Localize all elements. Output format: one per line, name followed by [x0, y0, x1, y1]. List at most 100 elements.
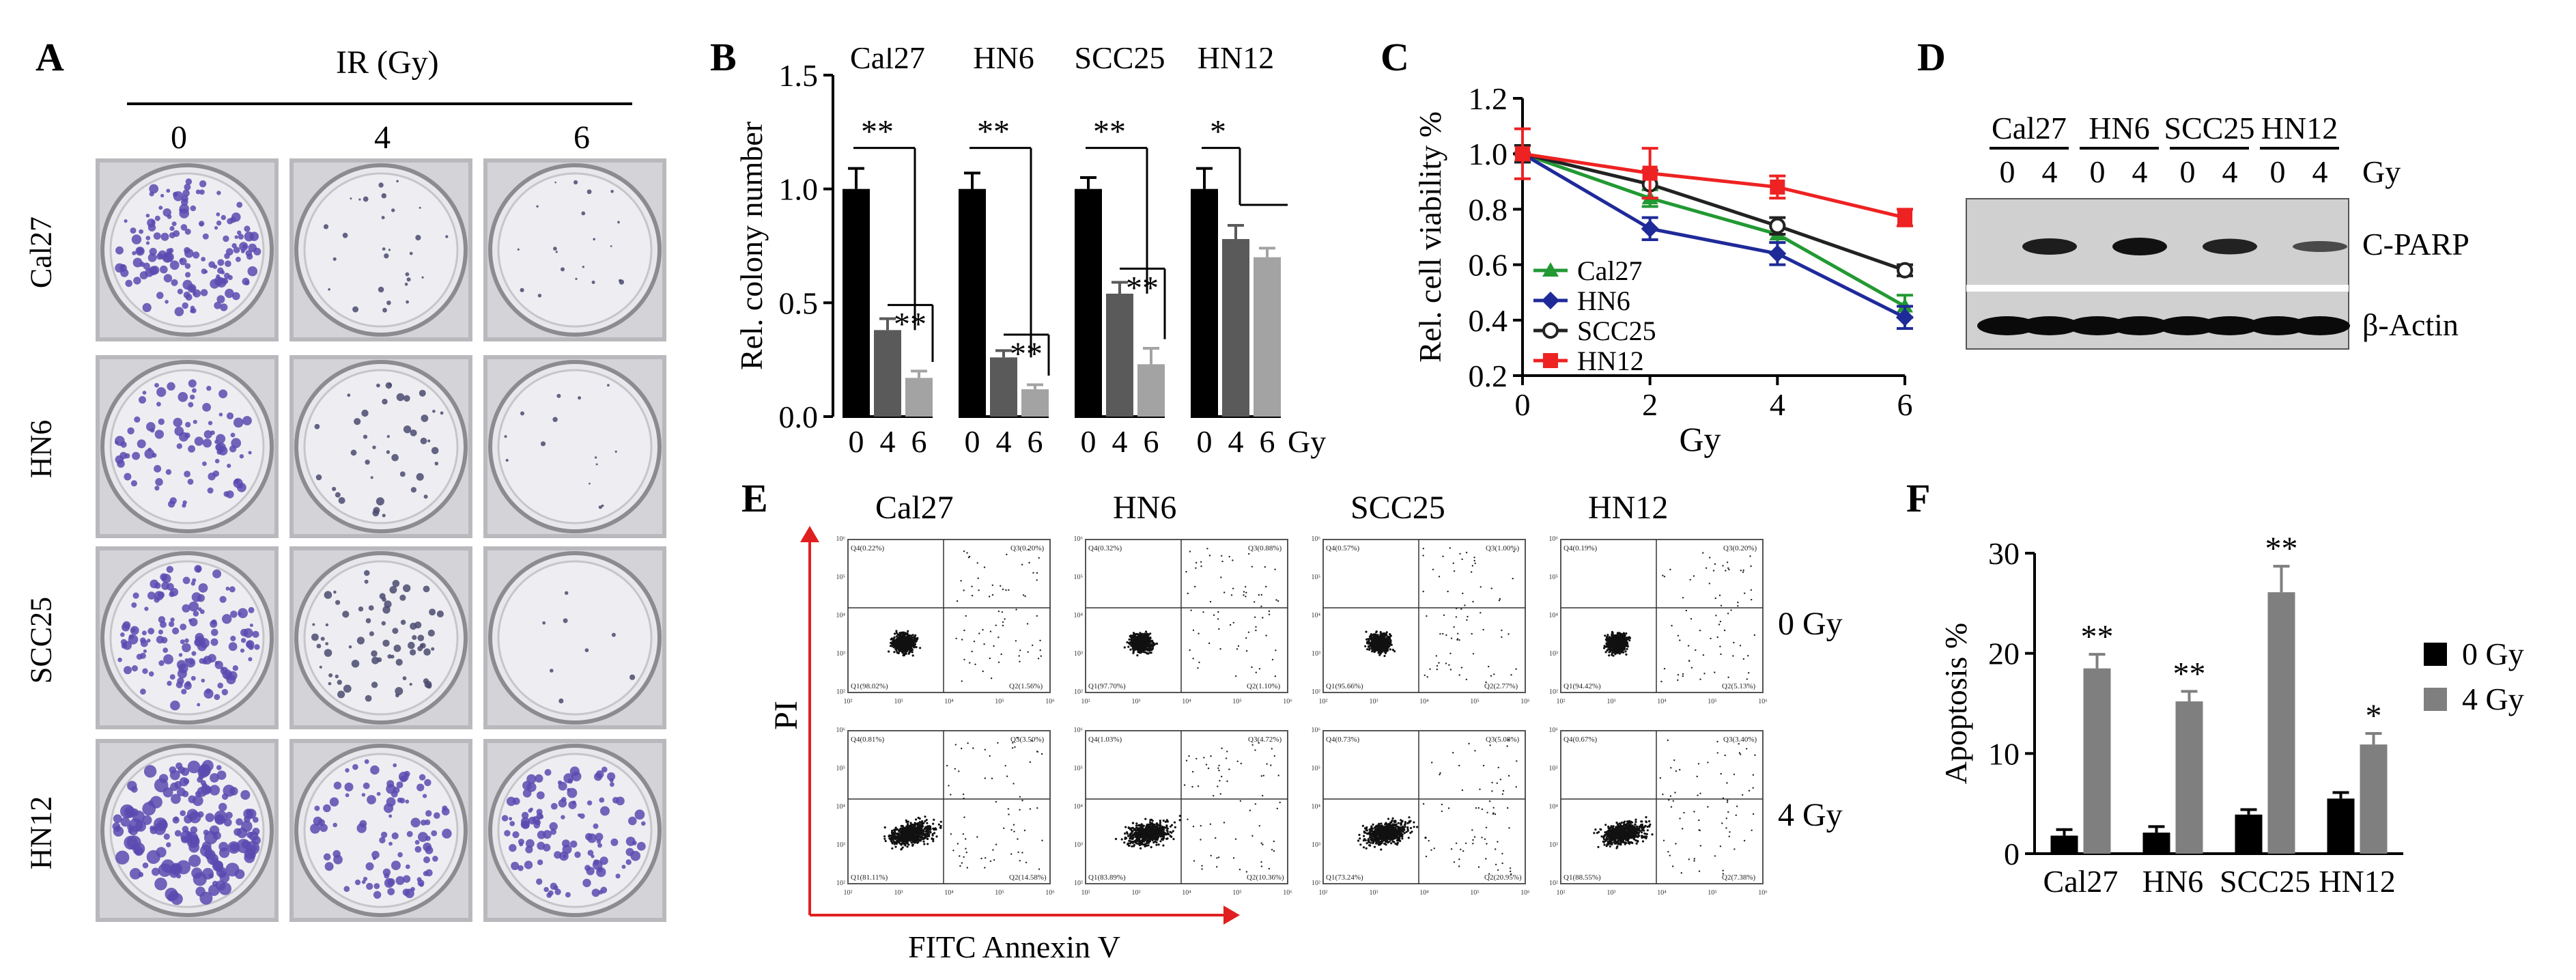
plate-dish-inner	[497, 172, 653, 328]
event-dot	[978, 589, 980, 591]
colony-dot	[397, 797, 403, 803]
event-dot	[919, 647, 922, 649]
event-dot	[1389, 639, 1392, 642]
event-dot	[888, 837, 891, 840]
colony-dot	[243, 628, 253, 639]
event-dot	[1017, 838, 1019, 840]
event-dot	[1621, 649, 1624, 652]
event-dot	[1393, 650, 1396, 653]
colony-dot	[536, 809, 543, 815]
event-dot	[1682, 675, 1684, 677]
event-dot	[907, 630, 909, 632]
colony-dot	[171, 221, 177, 227]
event-dot	[903, 649, 906, 652]
event-dot	[933, 832, 936, 835]
colony-dot	[239, 454, 244, 459]
colony-dot	[381, 216, 385, 220]
event-dot	[1371, 641, 1374, 644]
colony-dot	[596, 867, 606, 878]
event-dot	[1038, 557, 1040, 559]
colony-dot	[393, 644, 401, 652]
event-dot	[891, 842, 894, 845]
event-dot	[1190, 609, 1192, 611]
significance-mark: **	[977, 114, 1010, 150]
colony-dot	[143, 765, 157, 778]
colony-dot	[324, 649, 332, 657]
quadrant-label-q1: Q1(97.70%)	[1088, 682, 1126, 690]
colony-dot	[350, 449, 357, 456]
event-dot	[1688, 660, 1690, 662]
event-dot	[1742, 571, 1744, 573]
colony-dot	[402, 888, 410, 896]
colony-dot	[158, 660, 165, 667]
event-dot	[932, 827, 935, 830]
event-dot	[1389, 633, 1391, 636]
event-dot	[1611, 652, 1613, 654]
event-dot	[969, 662, 971, 664]
colony-dot	[201, 257, 206, 262]
event-dot	[1139, 636, 1142, 639]
event-dot	[888, 650, 890, 653]
event-dot	[971, 650, 973, 653]
y-tick-label: 1.0	[1469, 137, 1508, 171]
event-dot	[920, 821, 922, 824]
event-dot	[1449, 652, 1452, 654]
colony-dot	[641, 821, 646, 826]
colony-dot	[528, 809, 533, 813]
colony-dot	[442, 828, 452, 839]
colony-dot	[154, 382, 159, 388]
x-tick-label: 2	[1642, 387, 1658, 422]
event-dot	[1232, 621, 1234, 624]
blot-dose-label: 4	[2042, 154, 2058, 189]
colony-dot	[202, 867, 214, 880]
event-dot	[1202, 611, 1204, 613]
event-dot	[1747, 655, 1749, 657]
colony-dot	[417, 634, 425, 641]
event-dot	[1277, 600, 1279, 602]
event-dot	[1455, 607, 1458, 610]
event-dot	[1424, 674, 1426, 676]
event-dot	[948, 785, 950, 787]
colony-dot	[248, 451, 252, 455]
colony-dot	[440, 411, 444, 415]
x-tick-label: 10⁴	[1182, 698, 1191, 705]
event-dot	[931, 834, 934, 837]
colony-dot	[175, 681, 183, 688]
event-dot	[1027, 651, 1029, 653]
event-dot	[1026, 623, 1029, 625]
event-dot	[1426, 676, 1428, 678]
event-dot	[926, 833, 929, 836]
event-dot	[1370, 633, 1373, 636]
colony-dot	[241, 820, 253, 832]
colony-dot	[160, 232, 169, 241]
colony-dot	[550, 802, 558, 810]
colony-dot	[371, 656, 380, 664]
event-dot	[907, 839, 909, 841]
colony-dot	[133, 277, 141, 285]
event-dot	[1480, 612, 1482, 614]
colony-dot	[598, 890, 604, 895]
event-dot	[910, 839, 913, 841]
event-dot	[909, 823, 913, 826]
colony-dot	[594, 456, 597, 459]
colony-dot	[537, 830, 546, 839]
colony-dot	[156, 402, 161, 407]
event-dot	[917, 828, 920, 830]
colony-dot	[150, 428, 155, 433]
event-dot	[1013, 824, 1015, 826]
event-dot	[1206, 548, 1208, 550]
colony-dot	[187, 760, 201, 774]
colony-dot	[173, 191, 184, 201]
colony-dot	[153, 232, 161, 240]
colony-dot	[382, 398, 388, 405]
event-dot	[1274, 675, 1277, 677]
event-dot	[1040, 655, 1042, 657]
event-dot	[911, 654, 914, 657]
colony-dot	[400, 775, 407, 783]
colony-dot	[244, 232, 254, 242]
colony-dot	[180, 810, 186, 816]
colony-dot	[571, 771, 582, 782]
event-dot	[1422, 590, 1424, 593]
event-dot	[1019, 660, 1021, 662]
